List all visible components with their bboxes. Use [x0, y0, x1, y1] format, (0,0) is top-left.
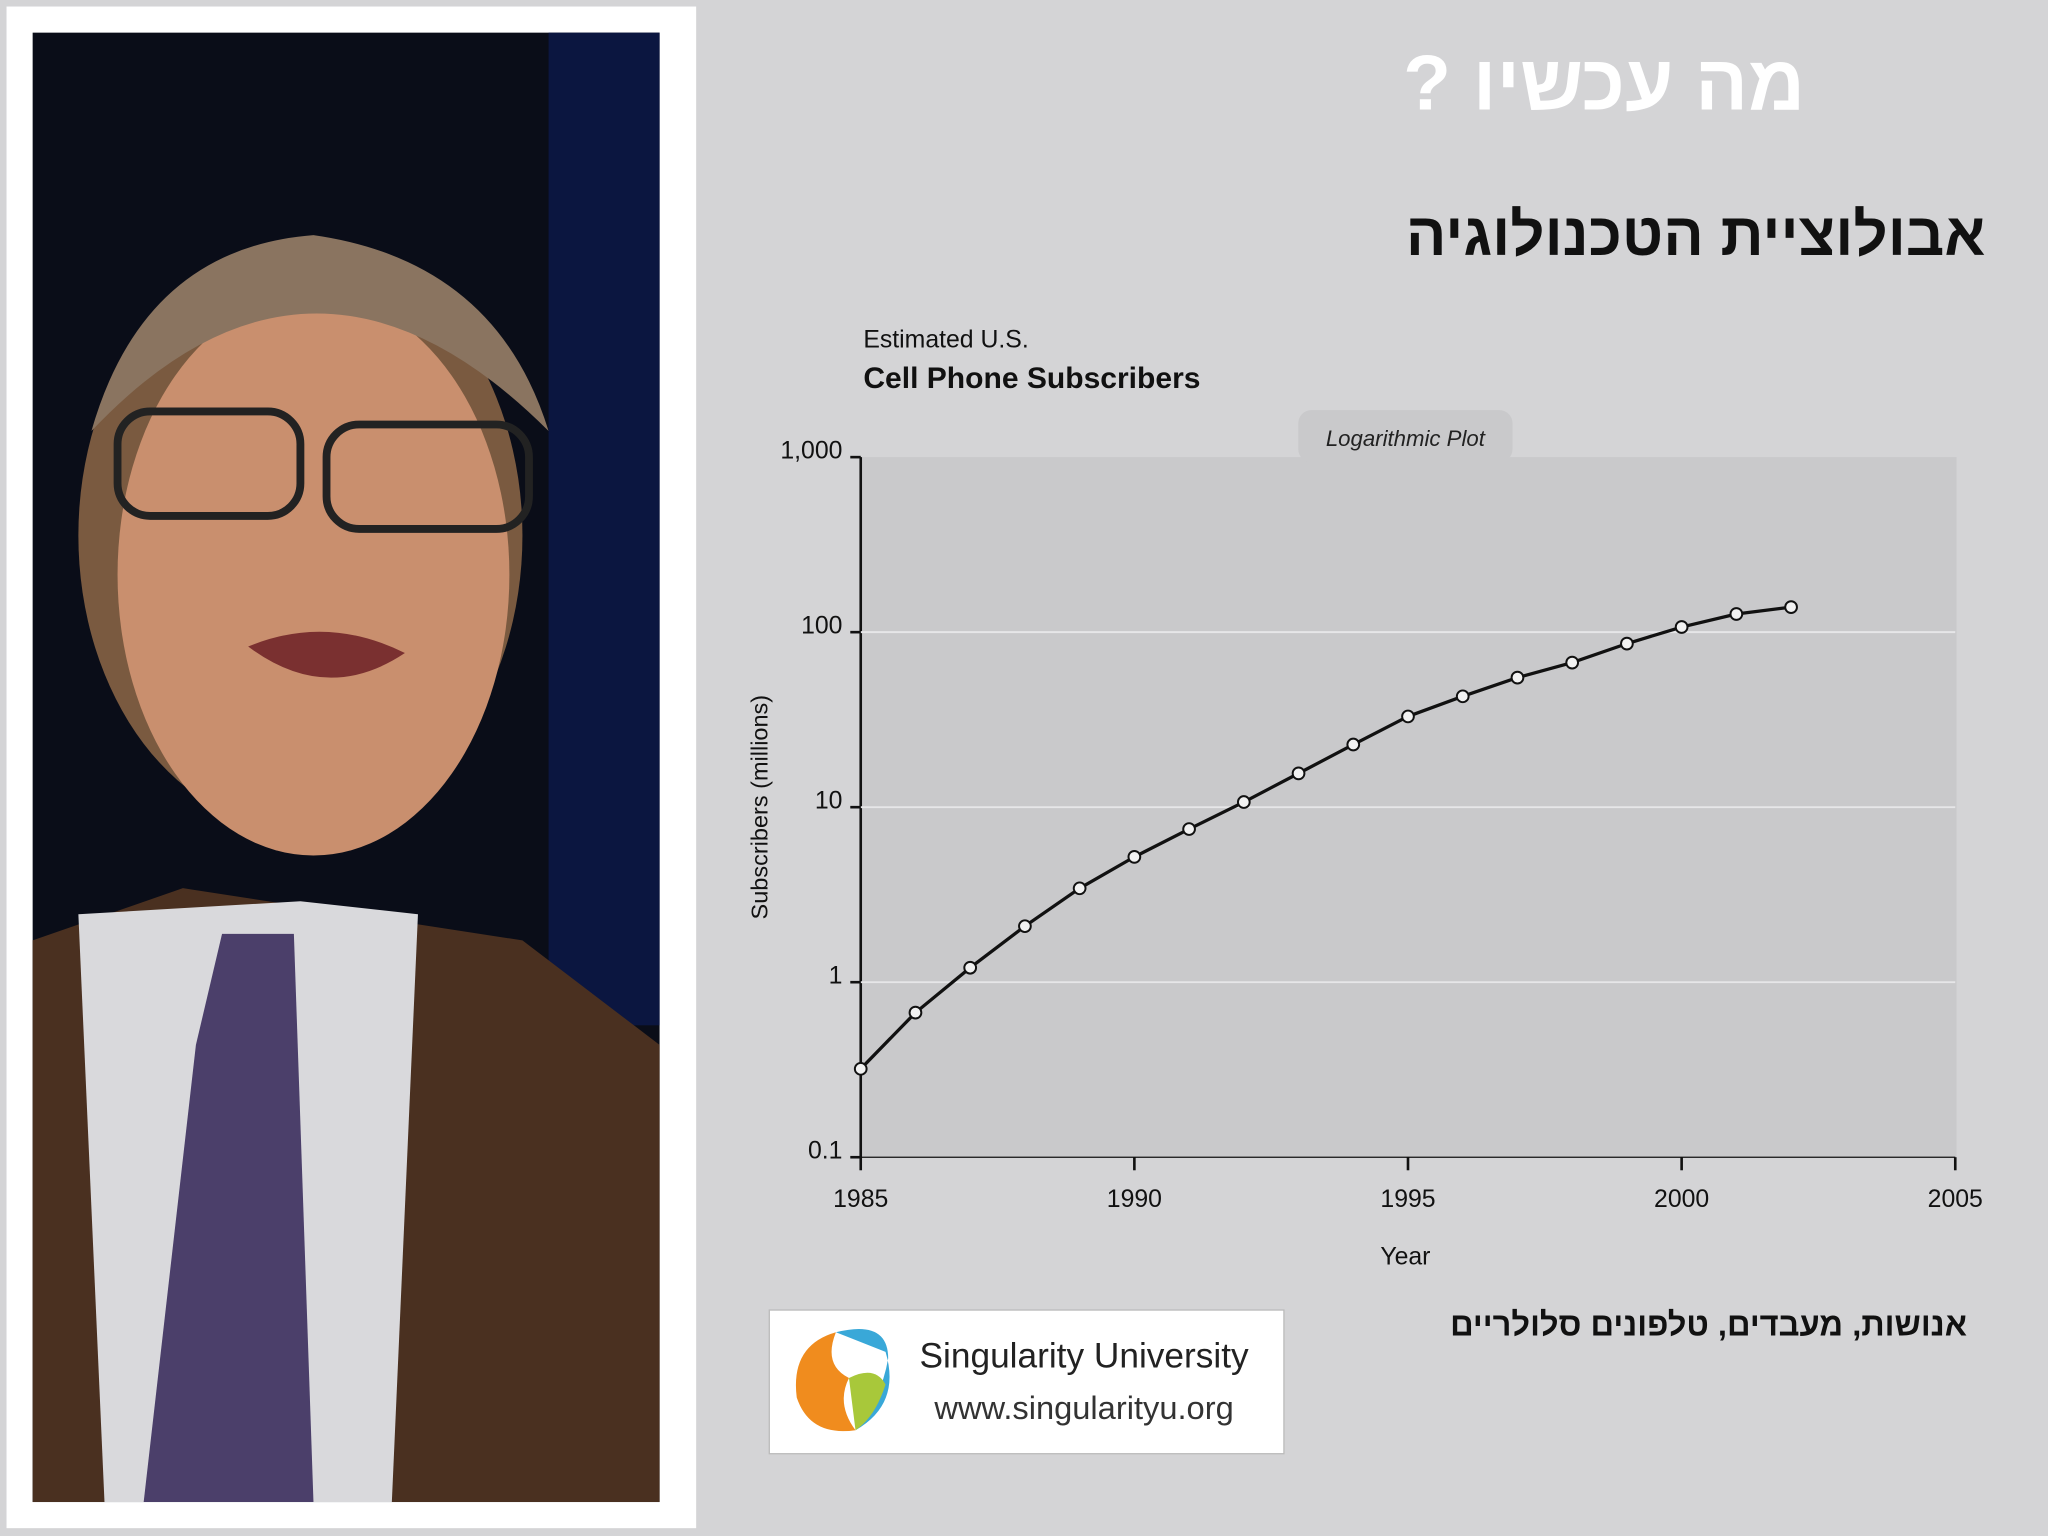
- point: [1674, 620, 1689, 634]
- logo: [768, 1309, 1285, 1455]
- point: [1182, 822, 1196, 836]
- chart-title: Estimated U.S.: [863, 326, 1028, 353]
- slide-heading: מה עכשיו ?: [1403, 39, 1805, 127]
- y-tick-label: 10: [815, 788, 843, 815]
- point: [1346, 737, 1361, 752]
- y-tick-label: 1,000: [780, 437, 842, 464]
- point: [853, 1061, 868, 1076]
- line: [859, 605, 1792, 1070]
- slide-caption: אנושות, מעבדים, טלפונים סלולריים: [1450, 1306, 1967, 1343]
- point: [1401, 709, 1415, 724]
- y-tick-label: 1: [829, 963, 843, 990]
- point: [1127, 850, 1142, 864]
- point: [1018, 919, 1032, 934]
- x-tick-label: 2005: [1928, 1186, 1983, 1213]
- y-axis-label: Subscribers (millions): [747, 695, 773, 920]
- x-tick-label: 2000: [1654, 1186, 1709, 1213]
- y-tick-label: 0.1: [808, 1138, 842, 1165]
- annotation-box: [1298, 410, 1513, 463]
- point: [963, 960, 978, 975]
- point: [1236, 795, 1251, 809]
- x-axis-label: Year: [1380, 1243, 1430, 1270]
- x-tick-label: 1985: [833, 1186, 888, 1213]
- point: [1291, 766, 1306, 781]
- point: [1784, 600, 1798, 614]
- point: [1072, 881, 1087, 896]
- photo: [6, 6, 697, 1529]
- point: [908, 1005, 923, 1020]
- slide-subheading: אבולוציית הטכנולוגיה: [1406, 201, 1985, 268]
- logo-url: www.singularityu.org: [933, 1389, 1233, 1426]
- point: [1510, 670, 1525, 685]
- point: [1455, 689, 1470, 704]
- point: [1729, 607, 1744, 621]
- point: [1565, 655, 1580, 670]
- logo-name: Singularity University: [920, 1337, 1249, 1376]
- x-tick-label: 1990: [1107, 1186, 1162, 1213]
- y-tick-label: 100: [801, 612, 842, 639]
- x-tick-label: 1995: [1380, 1186, 1435, 1213]
- annotation: Logarithmic Plot: [1326, 426, 1486, 451]
- chart-subtitle: Cell Phone Subscribers: [863, 362, 1200, 395]
- point: [1620, 636, 1634, 651]
